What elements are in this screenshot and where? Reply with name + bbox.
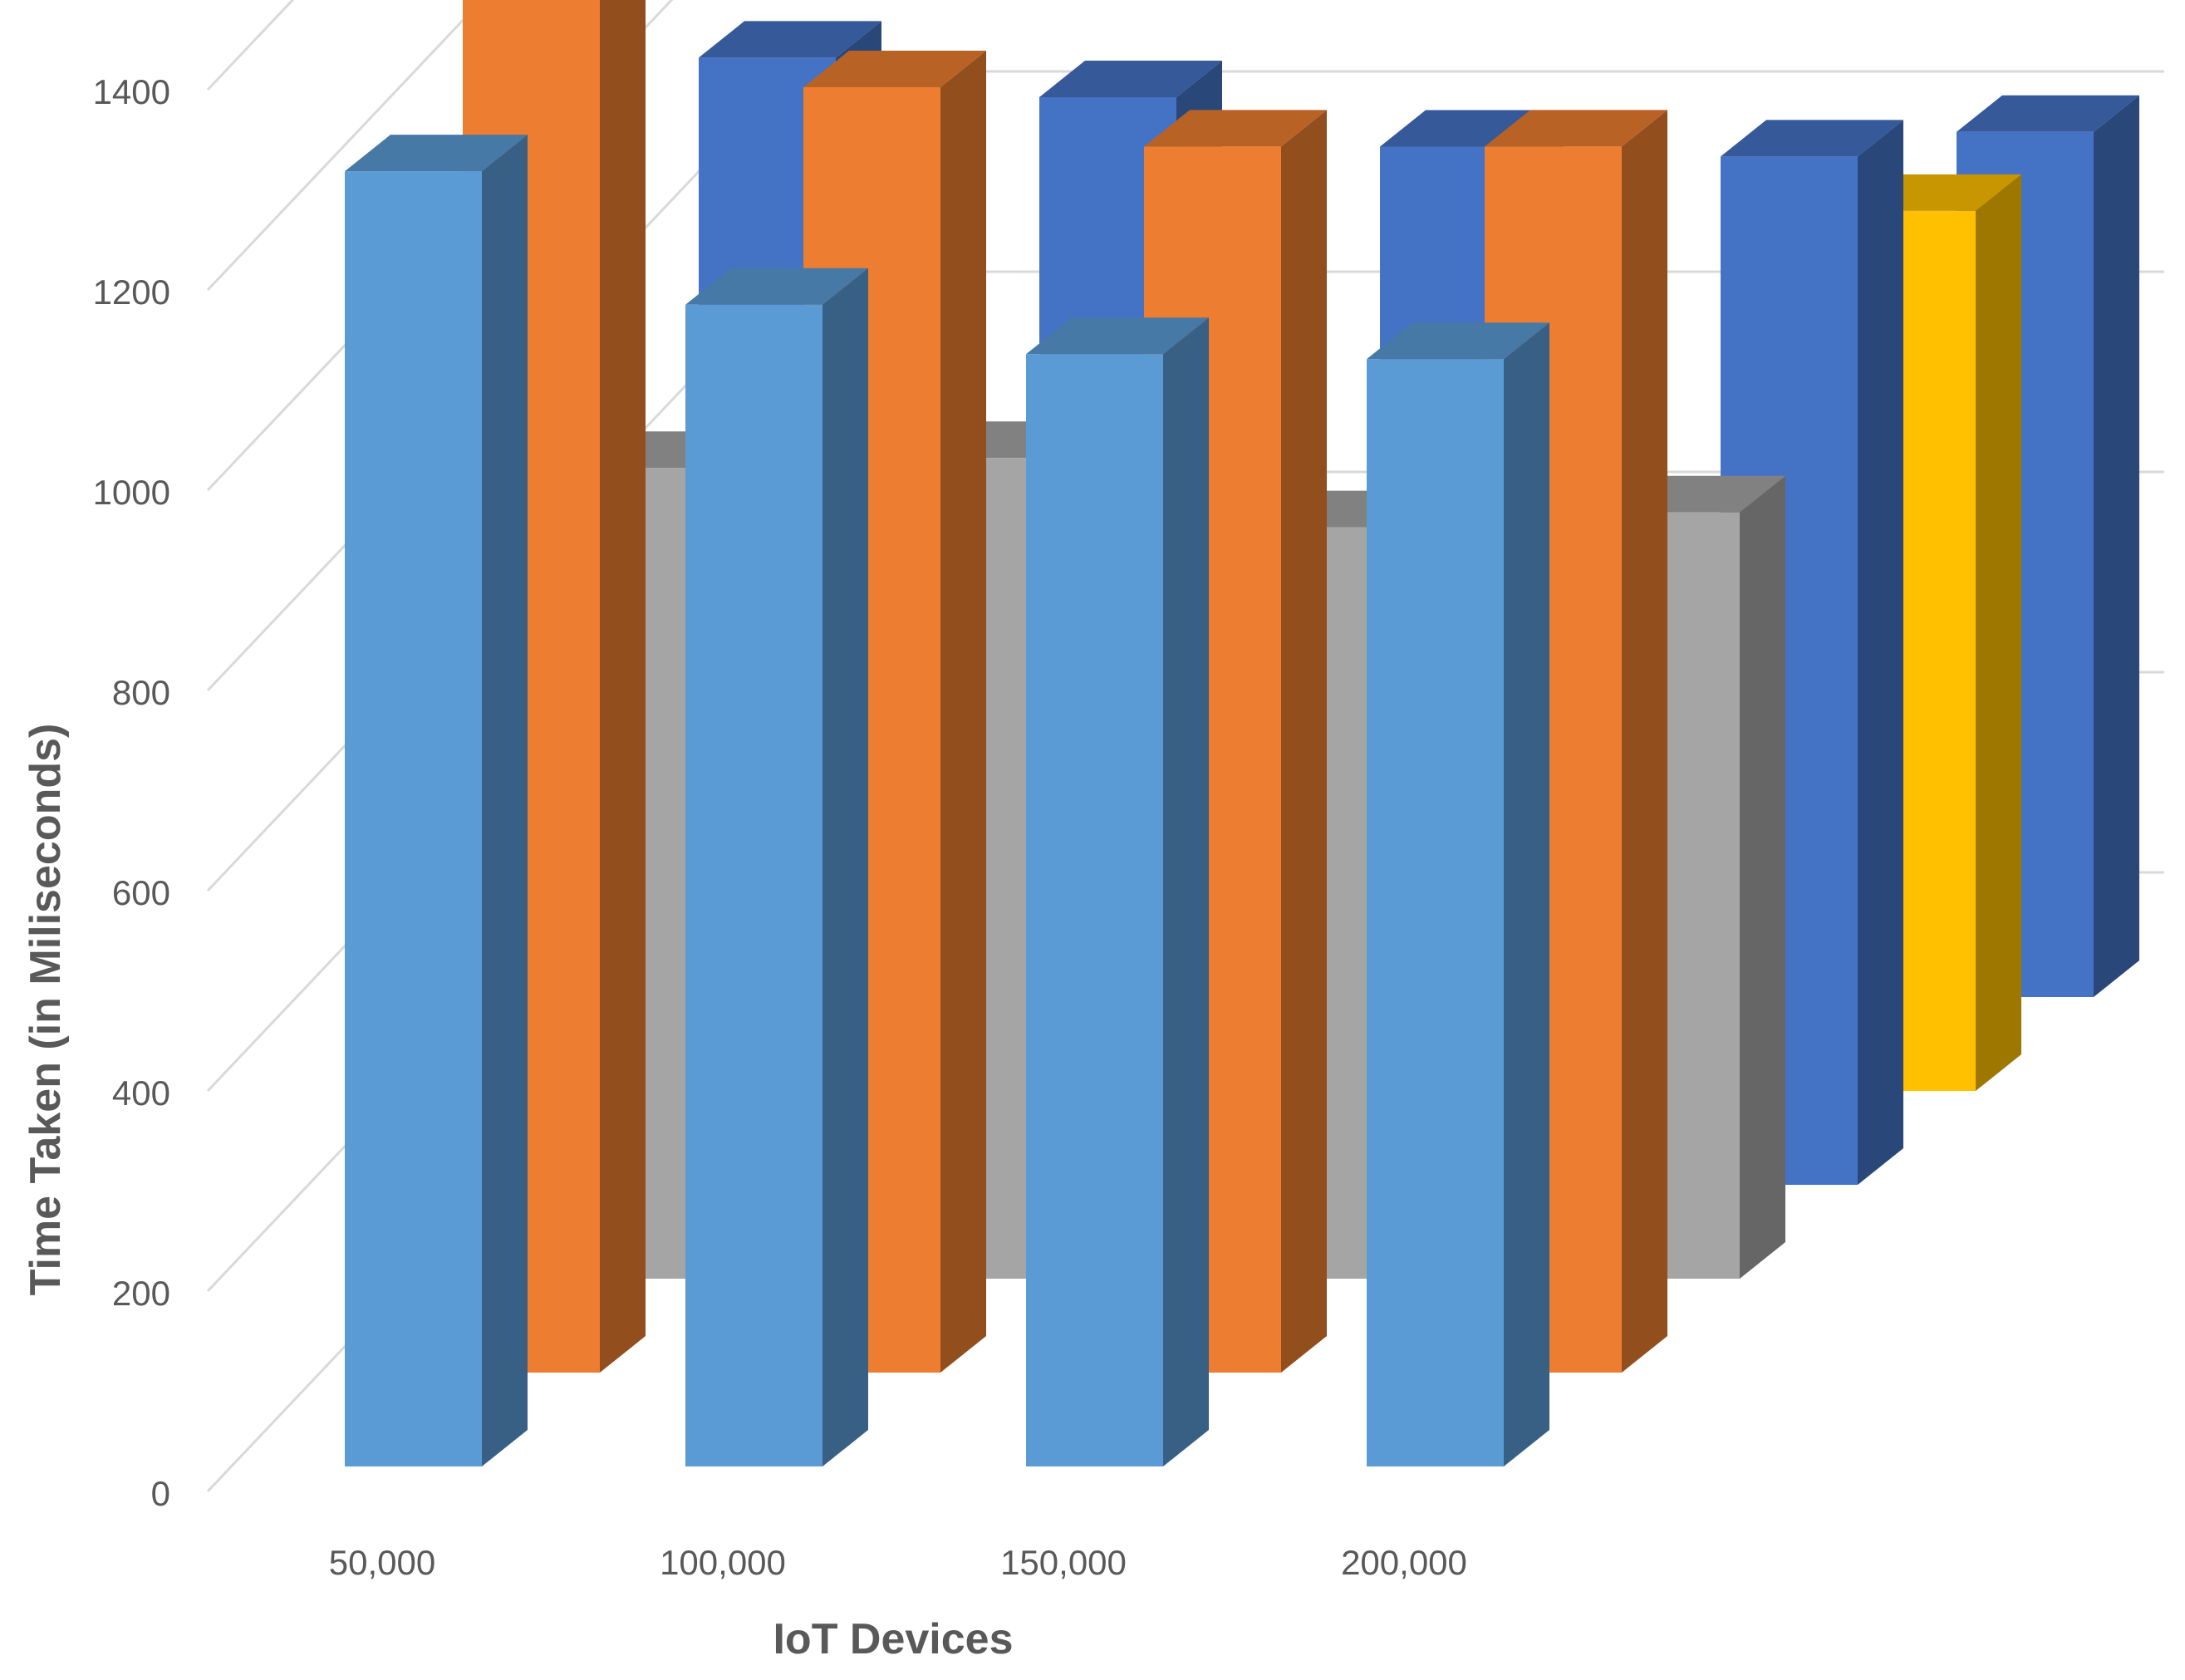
bar: [1026, 317, 1209, 1466]
x-tick-label: 50,000: [329, 1543, 435, 1582]
y-tick-label: 400: [112, 1073, 170, 1113]
y-tick-label: 1400: [93, 72, 170, 111]
bar: [345, 135, 528, 1467]
bar: [1367, 322, 1549, 1467]
y-tick-label: 1000: [93, 473, 170, 512]
y-tick-label: 0: [151, 1474, 170, 1513]
bars: [345, 0, 2139, 1467]
bar: [685, 268, 868, 1466]
x-tick-label: 150,000: [1000, 1543, 1127, 1582]
x-axis-ticks: 50,000 100,000 150,000 200,000: [329, 1543, 1467, 1582]
y-axis-ticks: 0 200 400 600 800 1000 1200 1400: [93, 72, 170, 1513]
y-tick-label: 200: [112, 1274, 170, 1313]
y-tick-label: 1200: [93, 273, 170, 312]
x-tick-label: 100,000: [660, 1543, 786, 1582]
y-tick-label: 800: [112, 673, 170, 712]
y-tick-label: 600: [112, 873, 170, 912]
y-axis-title: Time Taken (in Miliseconds): [22, 724, 70, 1296]
x-axis-title: IoT Devices: [773, 1615, 1013, 1663]
gridline: [206, 0, 484, 292]
x-tick-label: 200,000: [1341, 1543, 1467, 1582]
